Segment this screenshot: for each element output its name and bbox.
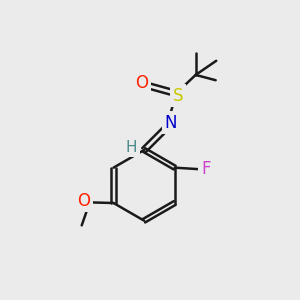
Text: N: N	[164, 114, 177, 132]
Text: H: H	[126, 140, 137, 154]
Text: S: S	[173, 86, 183, 104]
Text: O: O	[136, 74, 148, 92]
Text: O: O	[78, 192, 91, 210]
Text: F: F	[201, 160, 210, 178]
